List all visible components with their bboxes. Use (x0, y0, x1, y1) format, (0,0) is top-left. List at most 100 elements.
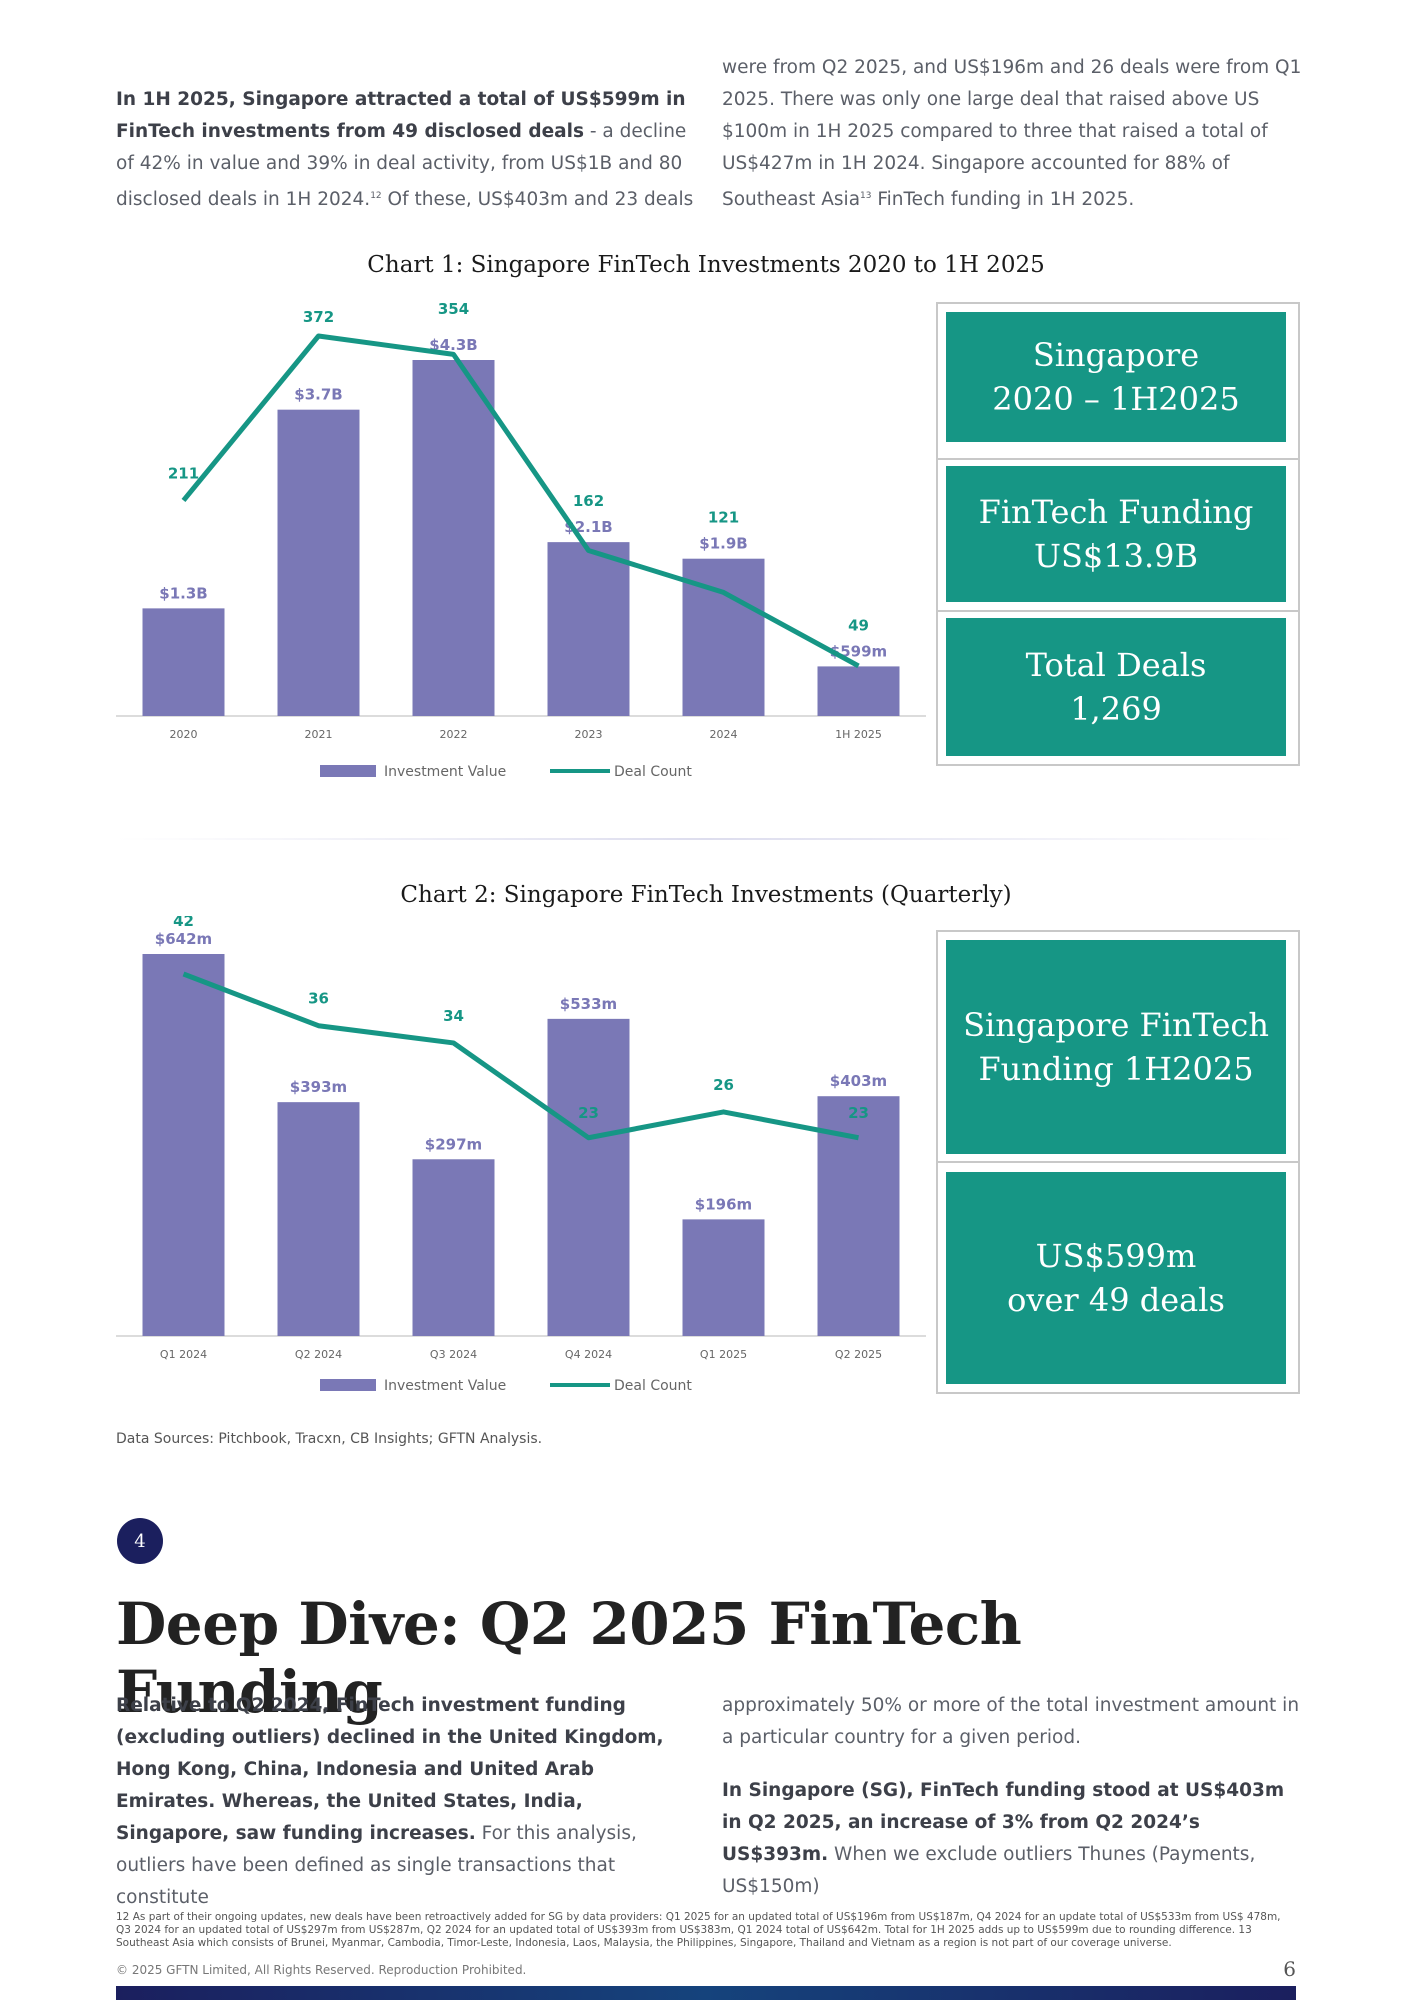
chart2-box-title: Singapore FinTech Funding 1H2025 (946, 940, 1286, 1154)
page-number: 6 (1283, 1957, 1296, 1981)
bar-value-label: $297m (425, 1135, 482, 1153)
bar-value-label: $533m (560, 995, 617, 1013)
deepdive-right-rest: When we exclude outliers Thunes (Payment… (722, 1844, 1256, 1897)
x-tick-label: Q1 2025 (700, 1348, 747, 1361)
chart1-title: Chart 1: Singapore FinTech Investments 2… (367, 252, 1045, 278)
x-tick-label: Q4 2024 (565, 1348, 612, 1361)
legend-label-value: Investment Value (384, 1378, 506, 1394)
section-number-badge: 4 (117, 1518, 163, 1564)
chart2-box-total: US$599m over 49 deals (946, 1172, 1286, 1384)
section-divider (116, 838, 1296, 840)
intro-right-2: FinTech funding in 1H 2025. (871, 189, 1135, 211)
panel-divider (938, 610, 1298, 612)
deal-count-label: 211 (168, 464, 199, 482)
chart1-box-funding: FinTech Funding US$13.9B (946, 466, 1286, 602)
deal-count-label: 354 (438, 300, 469, 318)
bar-2023 (547, 542, 630, 716)
footer-bar (116, 1986, 1296, 2000)
deal-count-label: 372 (303, 308, 334, 326)
copyright: © 2025 GFTN Limited, All Rights Reserved… (116, 1963, 527, 1977)
chart2-plot: Q1 2024 $642m Q2 2024 $393m Q3 2024 $297m Q4 2… (116, 916, 926, 1394)
bar-value-label: $642m (155, 930, 212, 948)
deal-count-label: 26 (713, 1076, 734, 1094)
deal-count-label: 162 (573, 492, 604, 510)
deal-count-label: 36 (308, 990, 329, 1008)
x-tick-label: Q1 2024 (160, 1348, 207, 1361)
deal-count-label: 42 (173, 916, 194, 930)
bar-q2-2024 (277, 1102, 360, 1336)
x-tick-label: 2024 (710, 728, 738, 741)
deal-count-label: 121 (708, 509, 739, 527)
legend-label-count: Deal Count (614, 1378, 692, 1394)
chart1-summary-panel: Singapore 2020 – 1H2025 FinTech Funding … (936, 302, 1300, 766)
deepdive-right-bold: In Singapore (SG), FinTech funding stood… (722, 1780, 1285, 1865)
deepdive-right-1: approximately 50% or more of the total i… (722, 1695, 1300, 1748)
footnote: 12 As part of their ongoing updates, new… (116, 1911, 1281, 1949)
footnote-ref-12[interactable]: 12 (370, 191, 382, 201)
chart1-box-region-line1: Singapore (1032, 336, 1200, 374)
deepdive-left: Relative to Q2 2024, FinTech investment … (116, 1690, 696, 1914)
intro-left-rest: - a decline of 42% in value and 39% in d… (116, 121, 687, 211)
chart2-box-total-line1: US$599m (1035, 1237, 1197, 1275)
bar-value-label: $3.7B (294, 386, 342, 404)
panel-divider (938, 1161, 1298, 1163)
bar-value-label: $1.9B (699, 535, 747, 553)
intro-left-bold: In 1H 2025, Singapore attracted a total … (116, 89, 686, 142)
deal-count-line (181, 333, 860, 669)
chart1-box-deals-line1: Total Deals (1025, 646, 1207, 684)
legend-label-count: Deal Count (614, 764, 692, 780)
deepdive-left-rest: For this analysis, outliers have been de… (116, 1823, 637, 1908)
bar-2021 (277, 409, 360, 716)
x-tick-label: 2021 (305, 728, 333, 741)
x-tick-label: 2023 (575, 728, 603, 741)
section-title: Deep Dive: Q2 2025 FinTech Funding (116, 1590, 1022, 1726)
intro-right-1: were from Q2 2025, and US$196m and 26 de… (722, 57, 1302, 211)
chart2-box-title-line1: Singapore FinTech (963, 1006, 1269, 1044)
panel-divider (938, 458, 1298, 460)
deal-count-label: 49 (848, 616, 869, 634)
x-tick-label: Q2 2025 (835, 1348, 882, 1361)
deepdive-right-2: In Singapore (SG), FinTech funding stood… (722, 1775, 1302, 1903)
deal-count-label: 34 (443, 1007, 464, 1025)
deepdive-left-text: Relative to Q2 2024, FinTech investment … (116, 1690, 696, 1914)
chart1-box-funding-line1: FinTech Funding (978, 493, 1254, 531)
intro-right: were from Q2 2025, and US$196m and 26 de… (722, 52, 1302, 216)
deepdive-left-bold: Relative to Q2 2024, FinTech investment … (116, 1695, 664, 1844)
bar-2020 (142, 608, 225, 716)
bar-value-label: $403m (830, 1072, 887, 1090)
bar-q1-2024 (142, 954, 225, 1336)
chart1-box-deals-line2: 1,269 (1070, 690, 1162, 728)
footnote-ref-13[interactable]: 13 (860, 191, 872, 201)
x-tick-label: Q3 2024 (430, 1348, 477, 1361)
x-tick-label: 1H 2025 (835, 728, 882, 741)
bar-value-label: $393m (290, 1078, 347, 1096)
chart1-box-region-line2: 2020 – 1H2025 (992, 380, 1240, 418)
bar-value-label: $196m (695, 1195, 752, 1213)
chart2-box-title-line2: Funding 1H2025 (978, 1050, 1254, 1088)
bar-2022 (412, 360, 495, 716)
x-tick-label: Q2 2024 (295, 1348, 342, 1361)
chart1-box-deals: Total Deals 1,269 (946, 618, 1286, 756)
legend-swatch-value (320, 1379, 376, 1391)
x-tick-label: 2020 (170, 728, 198, 741)
legend-swatch-value (320, 765, 376, 777)
deal-count-label: 23 (578, 1104, 599, 1122)
intro-left: In 1H 2025, Singapore attracted a total … (116, 84, 696, 216)
deal-count-line (182, 971, 859, 1141)
data-sources: Data Sources: Pitchbook, Tracxn, CB Insi… (116, 1431, 543, 1447)
bar-q4-2024 (547, 1018, 630, 1336)
chart2-title: Chart 2: Singapore FinTech Investments (… (400, 882, 1012, 908)
legend-label-value: Investment Value (384, 764, 506, 780)
intro-left-rest-2: Of these, US$403m and 23 deals (381, 189, 694, 211)
intro-left-text: In 1H 2025, Singapore attracted a total … (116, 84, 696, 216)
bar-1h-2025 (817, 666, 900, 716)
chart1-plot: 2020$1.3B2021$3.7B2022$4.3B2023$2.1B2024… (116, 300, 926, 780)
bar-q3-2024 (412, 1159, 495, 1336)
chart1-box-funding-line2: US$13.9B (1033, 537, 1198, 575)
bar-value-label: $4.3B (429, 336, 477, 354)
deepdive-right: approximately 50% or more of the total i… (722, 1690, 1302, 1903)
bar-q1-2025 (682, 1219, 765, 1336)
bar-value-label: $1.3B (159, 584, 207, 602)
chart2-box-total-line2: over 49 deals (1007, 1281, 1225, 1319)
deal-count-label: 23 (848, 1104, 869, 1122)
